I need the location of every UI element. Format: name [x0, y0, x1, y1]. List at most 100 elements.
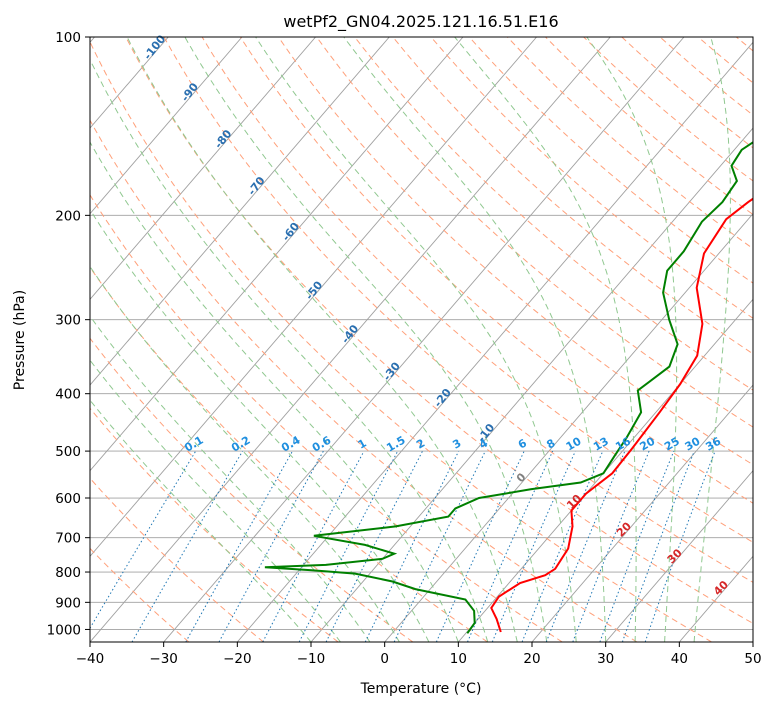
moist-adiabat-line [90, 315, 371, 642]
dry-adiabat-line [125, 37, 753, 624]
dry-adiabat-line [90, 40, 712, 642]
mixing-ratio-label: 2 [414, 437, 427, 452]
isotherm-label: -40 [339, 322, 362, 346]
mixing-ratio-label: 6 [516, 436, 529, 451]
x-tick-label: 40 [671, 651, 688, 667]
dry-adiabat-line [90, 407, 339, 642]
y-tick-label: 600 [55, 491, 81, 507]
dewpoint-line [264, 141, 753, 634]
dry-adiabat-line [90, 194, 563, 642]
plot-frame [89, 36, 754, 643]
mixing-ratio-line [185, 450, 293, 642]
dry-adiabat-line [90, 266, 488, 642]
isotherm-label: -20 [431, 386, 454, 410]
isotherm-line [457, 298, 753, 642]
isotherm-label: -50 [303, 278, 326, 302]
isotherm-line [90, 37, 537, 557]
y-tick-label: 800 [55, 565, 81, 581]
x-tick-label: 10 [450, 651, 467, 667]
isotherm-line [163, 37, 685, 642]
moist-adiabat-line [90, 141, 459, 642]
mixing-ratio-line [491, 450, 576, 642]
x-tick-label: 20 [523, 651, 540, 667]
temperature-isotherm-label: 0 [514, 470, 529, 485]
dry-adiabat-line [545, 37, 753, 216]
mixing-ratio-label: 8 [544, 437, 557, 452]
dry-adiabat-line [430, 37, 753, 319]
y-tick-label: 100 [55, 30, 81, 46]
isotherm-line [752, 641, 753, 642]
isotherm-line [384, 213, 753, 642]
temperature-isotherm-label: 10 [564, 492, 584, 512]
isotherm-line [310, 127, 753, 642]
mixing-ratio-line [521, 450, 604, 642]
chart-title: wetPf2_GN04.2025.121.16.51.E16 [283, 12, 558, 32]
isotherm-line [531, 384, 753, 642]
moist-adiabat-line [90, 58, 489, 642]
isotherm-label: -90 [179, 80, 202, 104]
isotherm-line [678, 555, 753, 642]
y-tick-label: 900 [55, 595, 81, 611]
mixing-ratio-line [644, 450, 716, 642]
dry-adiabat-line [507, 37, 753, 250]
isotherm-line [90, 37, 316, 301]
isotherm-line [90, 37, 243, 215]
mixing-ratio-line [393, 450, 486, 642]
mixing-ratio-line [298, 450, 399, 642]
isotherm-line [90, 37, 390, 386]
dry-adiabat-line [392, 37, 753, 355]
moist-adiabat-line [90, 359, 341, 642]
x-tick-label: −20 [223, 651, 252, 667]
temperature-isotherm-label: 30 [665, 546, 685, 566]
moist-adiabat-line [184, 37, 548, 642]
dry-adiabat-line [239, 37, 753, 504]
isotherm-line [90, 37, 464, 472]
dry-adiabat-line [201, 37, 753, 543]
isotherm-label: -60 [280, 220, 303, 244]
dry-adiabat-line [621, 37, 753, 149]
dry-adiabat-line [90, 337, 414, 642]
x-tick-label: −10 [297, 651, 326, 667]
moist-adiabat-line [90, 399, 312, 642]
isotherm-line [236, 41, 753, 642]
dry-adiabat-line [697, 37, 753, 84]
x-tick-label: −30 [149, 651, 178, 667]
dry-adiabat-line [354, 37, 753, 391]
moist-adiabat-line [90, 208, 430, 642]
y-tick-label: 400 [55, 387, 81, 403]
mixing-ratio-line [364, 450, 460, 642]
y-axis-label: Pressure (hPa) [12, 290, 28, 390]
x-tick-label: 50 [744, 651, 761, 667]
isotherm-label: -80 [212, 127, 235, 151]
y-tick-label: 500 [55, 444, 81, 460]
y-tick-label: 1000 [47, 622, 81, 638]
temperature-line [490, 197, 753, 633]
dry-adiabat-line [90, 477, 264, 642]
dry-adiabat-line [277, 37, 753, 466]
temperature-isotherm-label: 40 [711, 578, 731, 598]
mixing-ratio-line [572, 450, 650, 642]
isotherm-line [605, 470, 753, 642]
mixing-ratio-line [621, 450, 695, 642]
y-tick-label: 300 [55, 313, 81, 329]
background-lines [90, 37, 753, 642]
dry-adiabat-line [468, 37, 753, 284]
dry-adiabat-line [163, 37, 753, 583]
mixing-ratio-line [435, 450, 525, 642]
mixing-ratio-line [218, 450, 324, 642]
dry-adiabat-line [90, 119, 638, 642]
mixing-ratio-line [599, 450, 675, 642]
y-tick-label: 700 [55, 531, 81, 547]
mixing-ratio-line [131, 450, 244, 642]
dry-adiabat-line [735, 37, 753, 52]
y-tick-label: 200 [55, 208, 81, 224]
moist-adiabat-line [454, 37, 637, 642]
x-tick-label: 0 [380, 651, 389, 667]
x-tick-label: 30 [597, 651, 614, 667]
x-tick-label: −40 [76, 651, 105, 667]
mixing-ratio-line [467, 450, 554, 642]
profile-lines [264, 141, 753, 634]
moist-adiabat-line [126, 37, 518, 642]
x-axis-label: Temperature (°C) [360, 681, 482, 697]
